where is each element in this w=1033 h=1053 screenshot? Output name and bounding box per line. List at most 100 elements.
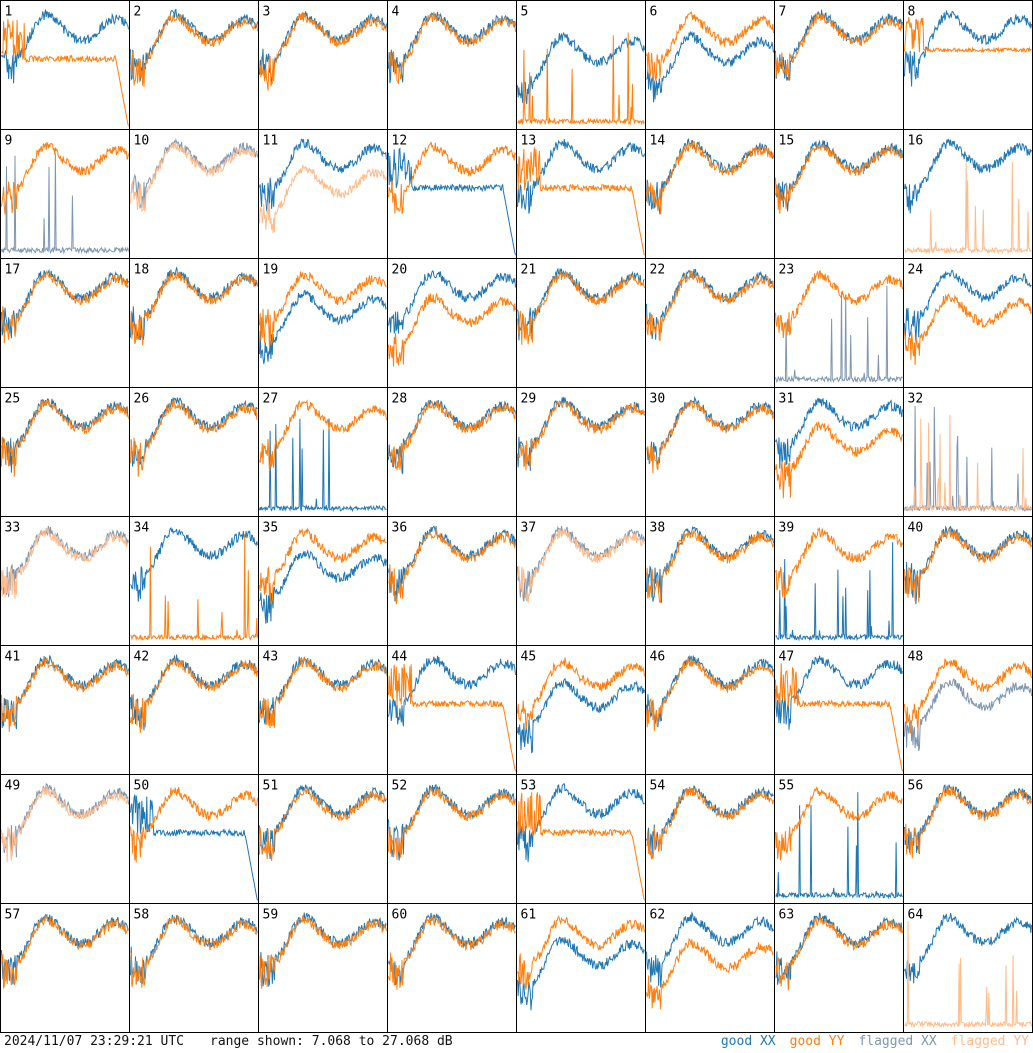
series-good-yy xyxy=(775,915,903,991)
series-good-xx xyxy=(259,418,387,513)
panel-label: 3 xyxy=(263,5,271,20)
series-good-xx xyxy=(775,542,903,642)
series-good-yy xyxy=(646,140,774,215)
panel-22: 22 xyxy=(645,258,775,388)
panel-label: 45 xyxy=(521,650,537,665)
panel-label: 51 xyxy=(263,779,279,794)
series-good-yy xyxy=(130,657,258,733)
panel-label: 37 xyxy=(521,521,537,536)
panel-54: 54 xyxy=(645,774,775,904)
panel-12: 12 xyxy=(387,129,517,259)
panel-18: 18 xyxy=(129,258,259,388)
panel-label: 40 xyxy=(908,521,924,536)
panel-45: 45 xyxy=(516,645,646,775)
panel-61: 61 xyxy=(516,903,646,1033)
series-good-xx xyxy=(1,655,129,730)
panel-50: 50 xyxy=(129,774,259,904)
series-good-yy xyxy=(388,914,516,990)
series-good-xx xyxy=(646,30,774,103)
panel-frame xyxy=(258,774,388,904)
panel-16: 16 xyxy=(903,129,1033,259)
panel-label: 47 xyxy=(779,650,795,665)
panel-21: 21 xyxy=(516,258,646,388)
panel-label: 27 xyxy=(263,392,279,407)
series-good-yy xyxy=(259,786,387,861)
panel-57: 57 xyxy=(0,903,130,1033)
series-good-xx xyxy=(517,677,645,754)
series-good-yy xyxy=(775,663,903,772)
series-flagged-xx xyxy=(904,405,1032,513)
panel-32: 32 xyxy=(903,387,1033,517)
series-good-yy xyxy=(517,657,645,730)
panel-label: 64 xyxy=(908,908,924,923)
panel-17: 17 xyxy=(0,258,130,388)
panel-24: 24 xyxy=(903,258,1033,388)
panel-label: 50 xyxy=(134,779,150,794)
panel-46: 46 xyxy=(645,645,775,775)
panel-label: 7 xyxy=(779,5,787,20)
panel-label: 17 xyxy=(5,263,21,278)
panel-frame xyxy=(516,516,646,646)
series-good-yy xyxy=(1,399,129,477)
series-good-xx xyxy=(517,267,645,341)
panel-51: 51 xyxy=(258,774,388,904)
series-good-yy xyxy=(1,269,129,344)
series-good-xx xyxy=(646,395,774,467)
series-good-yy xyxy=(646,10,774,83)
panel-label: 28 xyxy=(392,392,408,407)
panel-53: 53 xyxy=(516,774,646,904)
series-good-xx xyxy=(775,912,903,986)
panel-label: 44 xyxy=(392,650,408,665)
series-good-xx xyxy=(517,31,645,109)
panel-label: 13 xyxy=(521,134,537,149)
panel-9: 9 xyxy=(0,129,130,259)
panel-frame xyxy=(516,258,646,388)
panel-label: 62 xyxy=(650,908,666,923)
panel-20: 20 xyxy=(387,258,517,388)
panel-frame xyxy=(645,0,775,130)
panel-frame xyxy=(774,516,904,646)
series-good-xx xyxy=(259,289,387,365)
legend-good-xx: good XX xyxy=(720,1034,776,1049)
panel-frame xyxy=(129,258,259,388)
series-good-xx xyxy=(904,269,1032,342)
panel-frame xyxy=(645,258,775,388)
series-good-xx xyxy=(388,912,516,986)
panel-10: 10 xyxy=(129,129,259,259)
panel-44: 44 xyxy=(387,645,517,775)
panel-label: 9 xyxy=(5,134,13,149)
series-good-xx xyxy=(259,11,387,85)
series-good-yy xyxy=(259,271,387,347)
series-good-xx xyxy=(259,656,387,726)
legend: good XX good YY flagged XX flagged YY xyxy=(721,1034,1029,1050)
series-flagged-yy xyxy=(130,141,258,213)
series-good-yy xyxy=(259,655,387,729)
panel-label: 14 xyxy=(650,134,666,149)
panel-55: 55 xyxy=(774,774,904,904)
panel-47: 47 xyxy=(774,645,904,775)
panel-label: 11 xyxy=(263,134,279,149)
panel-label: 35 xyxy=(263,521,279,536)
panel-58: 58 xyxy=(129,903,259,1033)
panel-label: 54 xyxy=(650,779,666,794)
panel-31: 31 xyxy=(774,387,904,517)
series-flagged-yy xyxy=(259,165,387,234)
panel-label: 8 xyxy=(908,5,916,20)
series-flagged-yy xyxy=(517,528,645,603)
legend-flagged-xx: flagged XX xyxy=(858,1034,937,1049)
panel-label: 43 xyxy=(263,650,279,665)
panel-label: 15 xyxy=(779,134,795,149)
panel-label: 22 xyxy=(650,263,666,278)
series-good-yy xyxy=(130,399,258,477)
series-good-yy xyxy=(517,32,645,126)
series-good-yy xyxy=(904,293,1032,366)
series-good-yy xyxy=(646,937,774,1010)
panel-label: 24 xyxy=(908,263,924,278)
panel-label: 5 xyxy=(521,5,529,20)
panel-label: 6 xyxy=(650,5,658,20)
panel-frame xyxy=(903,387,1033,517)
series-flagged-yy xyxy=(904,161,1032,255)
panel-60: 60 xyxy=(387,903,517,1033)
panel-label: 38 xyxy=(650,521,666,536)
panel-63: 63 xyxy=(774,903,904,1033)
